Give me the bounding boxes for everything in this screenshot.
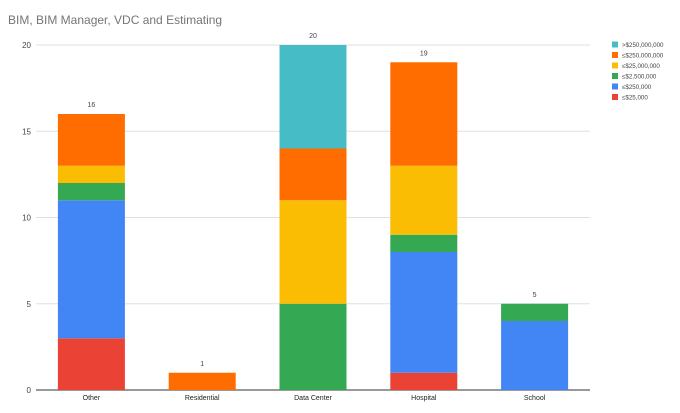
bar-segment[interactable] [57, 114, 125, 166]
bar-segment[interactable] [390, 165, 458, 235]
y-tick-label: 15 [22, 127, 31, 136]
y-axis-ticks: 0 5 10 15 20 [22, 41, 31, 395]
y-tick-label: 5 [27, 300, 32, 309]
legend-label: ≤$250,000 [622, 84, 652, 91]
x-tick-label: Other [83, 395, 101, 402]
legend-swatch [612, 52, 618, 58]
bar-segment[interactable] [390, 234, 458, 252]
bar-segment[interactable] [57, 338, 125, 390]
bar-segment[interactable] [57, 165, 125, 183]
bar-segment[interactable] [279, 303, 347, 390]
legend-label: ≤$250,000,000 [622, 53, 664, 60]
chart-title: BIM, BIM Manager, VDC and Estimating [8, 13, 223, 27]
legend-swatch [612, 94, 618, 100]
bar-segment[interactable] [168, 372, 236, 390]
total-label: 1 [200, 361, 204, 368]
x-tick-label: Residential [185, 395, 220, 402]
x-axis-ticks: Other Residential Data Center Hospital Schoo… [83, 395, 546, 402]
total-labels: 16 1 20 19 5 [88, 33, 537, 368]
bar-segment[interactable] [390, 62, 458, 166]
x-tick-label: Data Center [294, 395, 332, 402]
bar-segment[interactable] [279, 45, 347, 149]
legend: >$250,000,000 ≤$250,000,000 ≤$25,000,000 ≤$… [612, 41, 664, 102]
total-label: 19 [420, 50, 428, 57]
bar-segment[interactable] [279, 200, 347, 304]
bar-segment[interactable] [390, 372, 458, 390]
total-label: 5 [533, 292, 537, 299]
y-tick-label: 10 [22, 214, 31, 223]
bar-segment[interactable] [390, 252, 458, 373]
total-label: 20 [309, 33, 317, 40]
legend-label: ≤$25,000,000 [622, 63, 660, 70]
x-tick-label: School [524, 395, 546, 402]
y-tick-label: 20 [22, 41, 31, 50]
bars [57, 45, 569, 390]
legend-swatch [612, 62, 618, 69]
bar-segment[interactable] [57, 200, 125, 339]
x-tick-label: Hospital [411, 395, 437, 402]
bar-segment[interactable] [501, 321, 569, 390]
bar-segment[interactable] [57, 183, 125, 201]
legend-swatch [612, 83, 618, 90]
legend-label: >$250,000,000 [622, 42, 664, 49]
legend-label: ≤$25,000 [622, 95, 648, 102]
legend-swatch [612, 41, 618, 48]
y-tick-label: 0 [27, 386, 32, 395]
bar-segment[interactable] [279, 148, 347, 201]
total-label: 16 [88, 102, 96, 109]
bar-segment[interactable] [501, 303, 569, 321]
legend-swatch [612, 73, 618, 79]
legend-label: ≤$2,500,000 [622, 74, 657, 81]
